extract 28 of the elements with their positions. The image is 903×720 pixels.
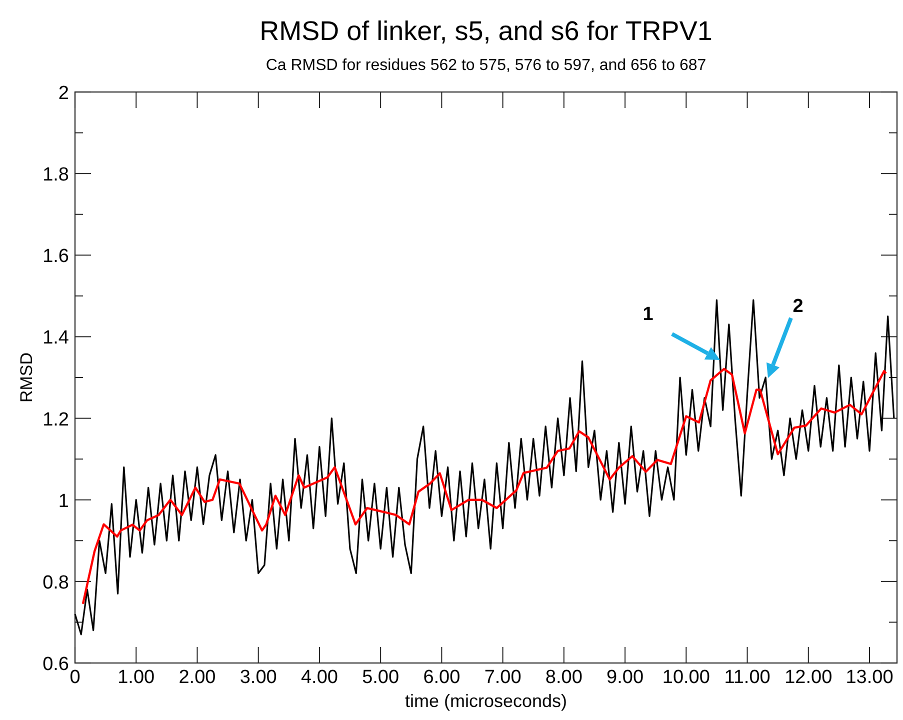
x-tick-label: 11.00 bbox=[724, 667, 770, 688]
y-tick-label: 0.6 bbox=[42, 654, 69, 675]
y-tick-label: 1.6 bbox=[42, 246, 69, 268]
x-tick-label: 3.00 bbox=[240, 667, 277, 688]
x-tick-label: 4.00 bbox=[300, 667, 338, 688]
x-tick-label: 13.00 bbox=[846, 667, 894, 688]
x-tick-label: 5.00 bbox=[362, 667, 400, 688]
y-tick-label: 1.2 bbox=[42, 409, 69, 430]
x-tick-label: 1.00 bbox=[118, 667, 155, 688]
chart-title: RMSD of linker, s5, and s6 for TRPV1 bbox=[260, 16, 712, 46]
annotation: 2 bbox=[792, 296, 804, 317]
x-tick-label: 2.00 bbox=[178, 667, 216, 688]
y-tick-label: 1.8 bbox=[42, 164, 69, 186]
y-tick-label: 1.4 bbox=[42, 328, 70, 349]
x-tick-label: 12.00 bbox=[784, 667, 832, 688]
y-tick-label: 2 bbox=[58, 83, 69, 104]
annotation: 1 bbox=[642, 304, 654, 325]
chart-subtitle: Ca RMSD for residues 562 to 575, 576 to 597, and 656 to 687 bbox=[266, 57, 706, 74]
x-tick-label: 6.00 bbox=[423, 667, 460, 688]
x-tick-label: 8.00 bbox=[545, 667, 582, 688]
x-axis-title: time (microseconds) bbox=[404, 691, 568, 711]
x-tick-label: 0 bbox=[70, 667, 80, 688]
y-tick-label: 0.8 bbox=[42, 572, 69, 594]
y-axis-title: RMSD bbox=[17, 352, 36, 403]
x-tick-label: 9.00 bbox=[606, 667, 644, 688]
x-tick-label: 7.00 bbox=[484, 667, 522, 688]
x-tick-label: 10.00 bbox=[662, 667, 710, 688]
y-tick-label: 1 bbox=[58, 490, 69, 512]
